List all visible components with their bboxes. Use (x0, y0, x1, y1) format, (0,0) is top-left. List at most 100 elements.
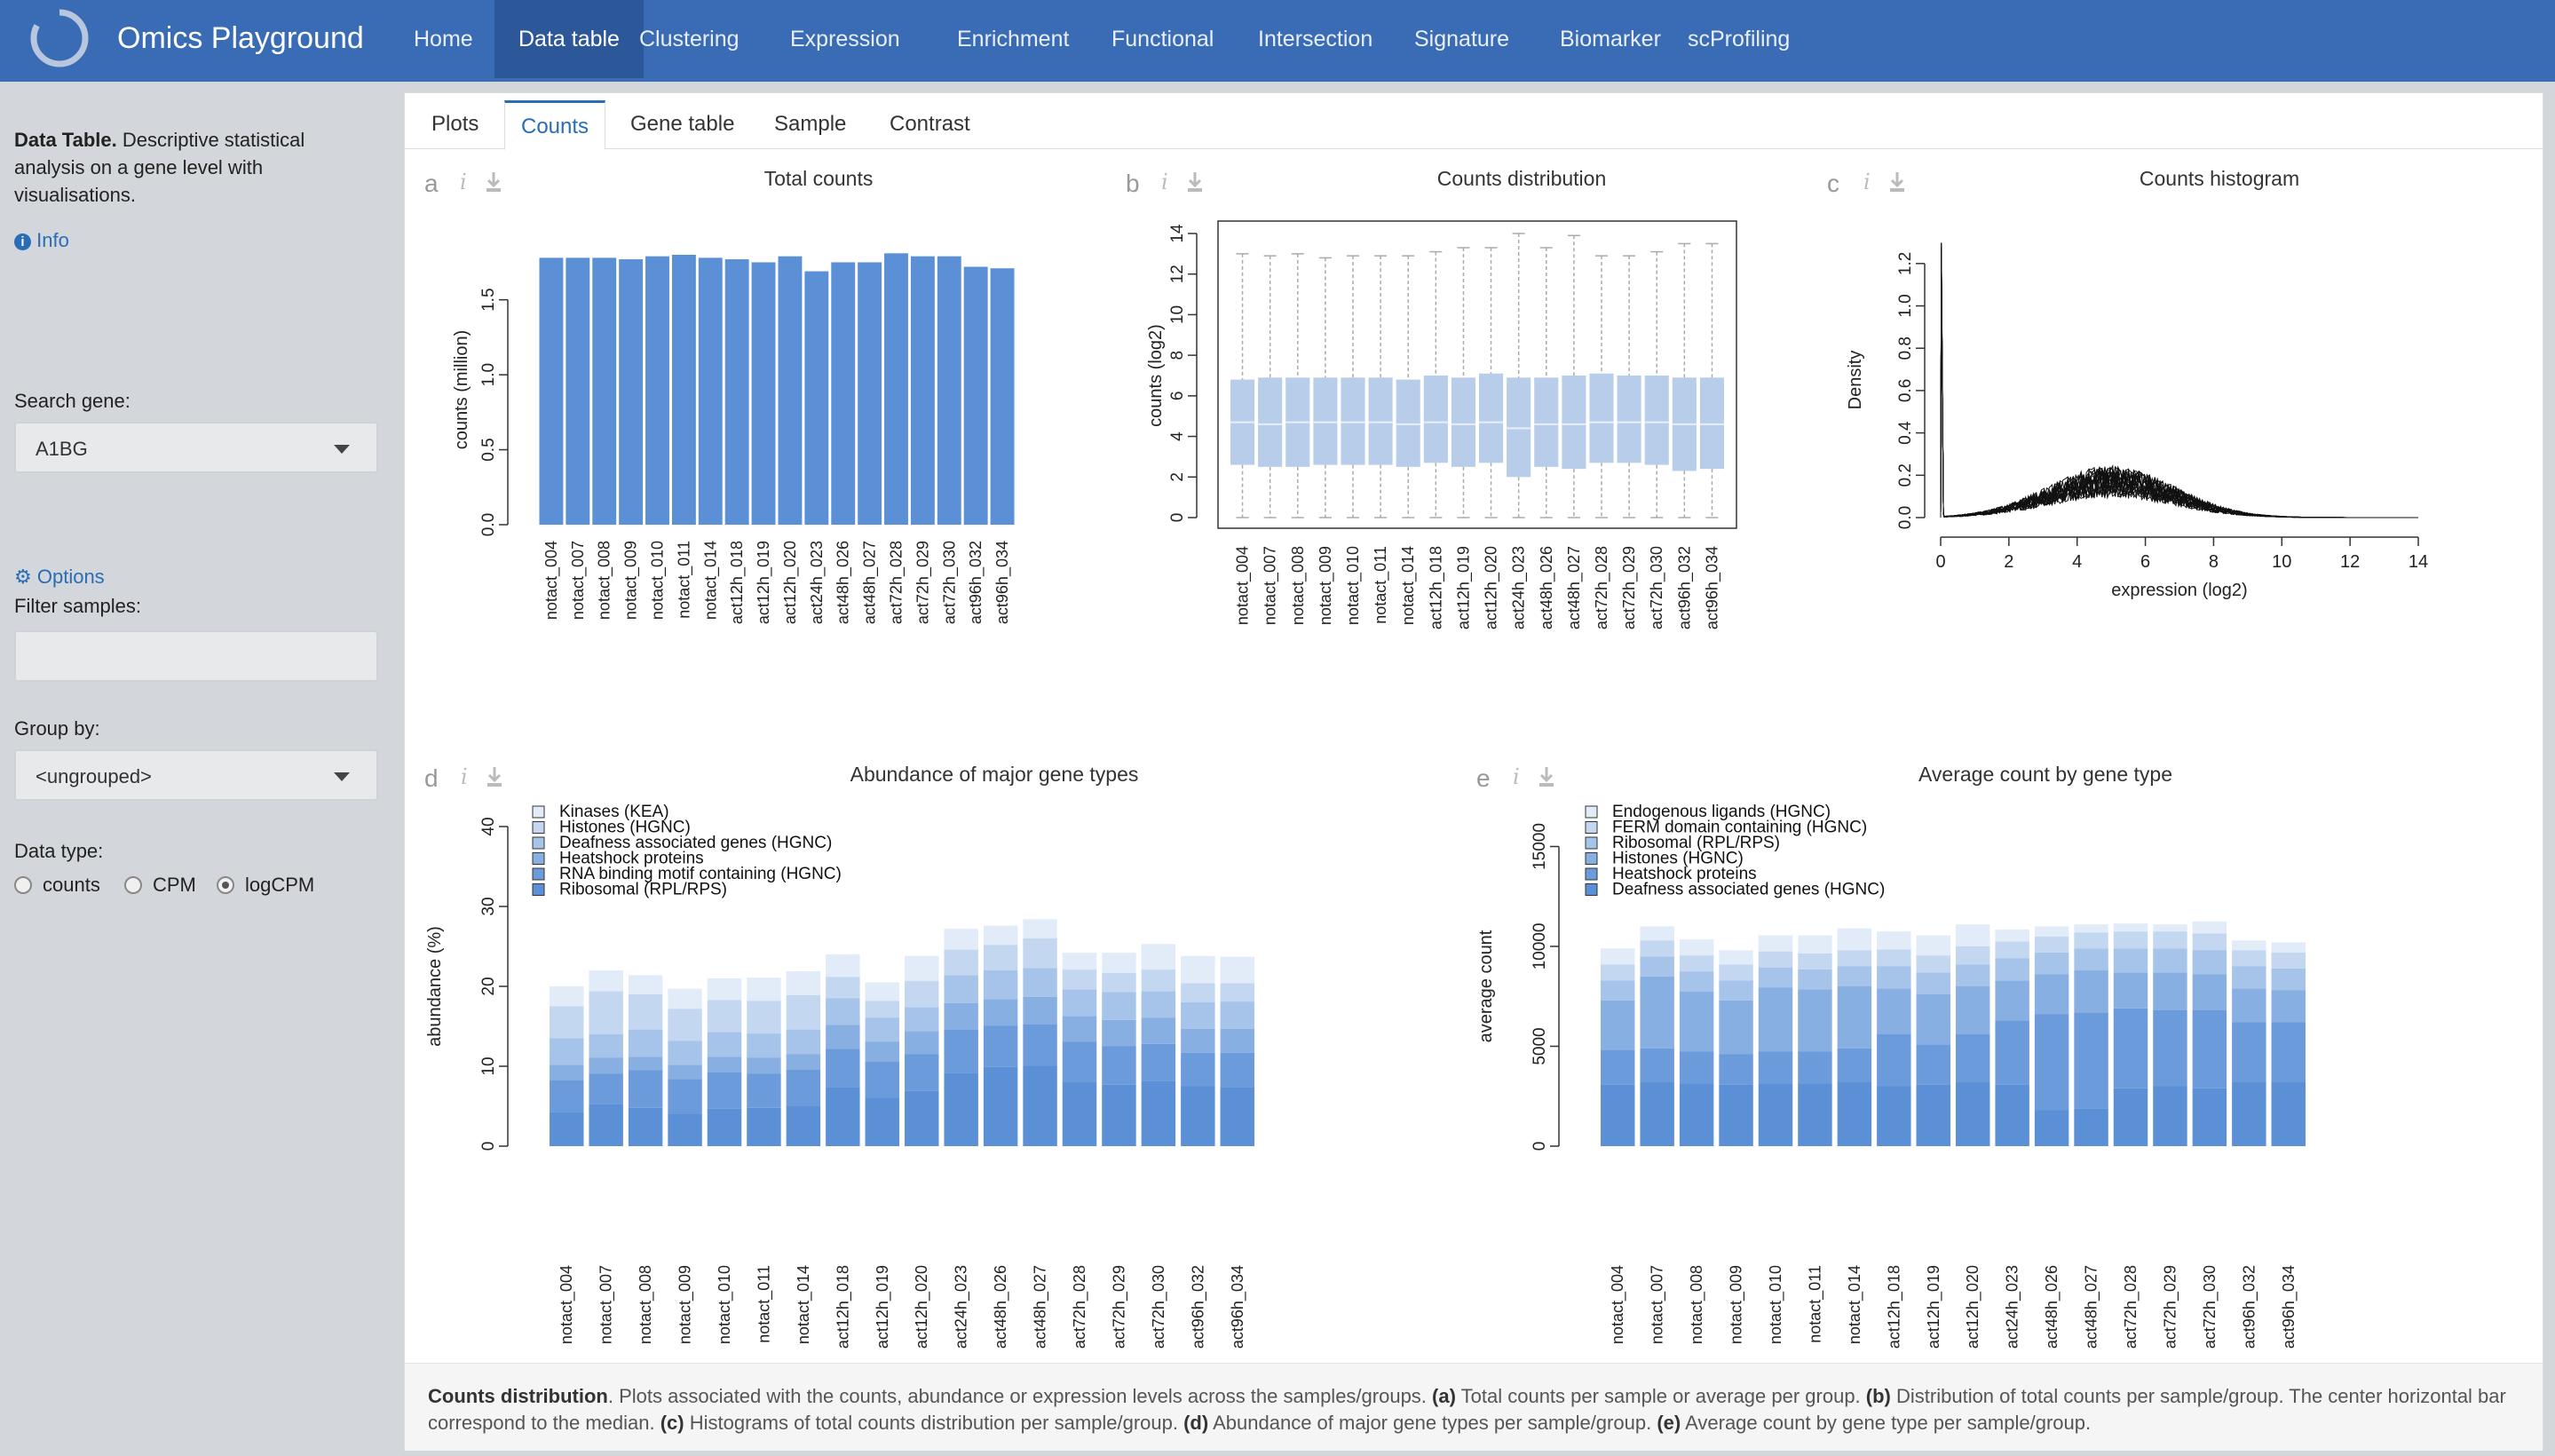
download-icon[interactable] (1188, 172, 1202, 192)
avg-count-by-gene-type-bar-segment (2232, 1022, 2266, 1082)
radio-circle[interactable] (124, 876, 142, 894)
gene-type-abundance-bar-segment (628, 975, 663, 994)
avg-count-by-gene-type-bar-segment (1995, 1084, 2029, 1146)
gene-type-abundance-bar-segment (1062, 1016, 1097, 1042)
counts-histogram-x-tick-label: 10 (2272, 552, 2291, 572)
search-gene-select[interactable]: A1BG (14, 422, 378, 473)
group-by-label: Group by: (14, 717, 100, 740)
counts-distribution-x-tick-label: act24h_023 (1510, 546, 1529, 629)
boxplot-box (1313, 377, 1338, 465)
nav-item-home[interactable]: Home (414, 27, 473, 51)
counts-histogram-x-tick-label: 2 (2004, 552, 2013, 572)
avg-count-by-gene-type-bar-segment (2034, 936, 2069, 953)
counts-histogram-line (1940, 242, 2418, 518)
group-by-select[interactable]: <ungrouped> (14, 749, 378, 801)
total-counts-bar (645, 256, 669, 525)
nav-item-scprofiling[interactable]: scProfiling (1688, 27, 1791, 51)
gene-type-abundance-x-tick-label: act24h_023 (953, 1265, 971, 1349)
caption-tag-b: (b) (1865, 1385, 1891, 1407)
filter-samples-input[interactable] (14, 630, 378, 682)
app-title[interactable]: Omics Playground (117, 21, 364, 55)
avg-count-by-gene-type-bar-segment (1956, 964, 1990, 986)
avg-count-by-gene-type-bar-segment (2034, 1014, 2069, 1111)
avg-count-by-gene-type-bar-segment (1719, 1084, 1753, 1146)
avg-count-by-gene-type-bar-segment (1837, 950, 1872, 967)
download-icon[interactable] (487, 767, 502, 787)
nav-item-intersection[interactable]: Intersection (1258, 27, 1373, 51)
download-icon[interactable] (486, 172, 501, 192)
counts-distribution-x-tick-label: notact_008 (1289, 546, 1308, 625)
total-counts-y-axis-label: counts (million) (452, 330, 471, 449)
nav-item-signature[interactable]: Signature (1414, 27, 1510, 51)
counts-distribution-x-tick-label: act96h_032 (1675, 546, 1694, 629)
avg-count-by-gene-type-bar-segment (1601, 1084, 1635, 1146)
gene-type-abundance-bar-segment (905, 1054, 939, 1091)
gene-type-abundance-bar-segment (944, 1072, 978, 1146)
avg-count-by-gene-type-bar-segment (1719, 964, 1753, 981)
gene-type-abundance-bar-segment (589, 1104, 623, 1146)
avg-count-by-gene-type-bar-segment (1877, 1034, 1911, 1087)
tab-sample[interactable]: Sample (774, 112, 847, 136)
app-logo-icon[interactable] (28, 7, 91, 69)
total-counts-x-tick-label: notact_010 (649, 541, 668, 620)
nav-item-clustering[interactable]: Clustering (639, 27, 740, 51)
radio-label: counts (43, 874, 100, 896)
nav-item-data-table[interactable]: Data table (494, 0, 644, 78)
chart-title: Total counts (764, 167, 874, 190)
counts-distribution-x-tick-label: notact_009 (1317, 546, 1335, 625)
avg-count-by-gene-type-bar-segment (2271, 1082, 2306, 1146)
radio-circle[interactable] (217, 876, 234, 894)
gene-type-abundance-legend-label: Deafness associated genes (HGNC) (559, 834, 832, 852)
boxplot-box (1589, 373, 1614, 463)
gene-type-abundance-x-tick-label: act48h_026 (992, 1265, 1010, 1349)
caption-intro: . Plots associated with the counts, abun… (607, 1385, 1433, 1407)
gene-type-abundance-bar-segment (983, 925, 1018, 946)
avg-count-by-gene-type-bar-segment (1640, 976, 1674, 1048)
gene-type-abundance-bar-segment (1102, 953, 1136, 973)
tab-gene-table[interactable]: Gene table (630, 112, 735, 136)
download-icon-part (486, 172, 501, 188)
tab-counts[interactable]: Counts (504, 100, 606, 150)
caption-a: Total counts per sample or average per g… (1455, 1385, 1866, 1407)
gene-type-abundance-bar-segment (550, 1064, 584, 1080)
gene-type-abundance-bar-segment (1181, 1002, 1215, 1029)
tab-plots[interactable]: Plots (431, 112, 479, 136)
avg-count-by-gene-type-bar-segment (1916, 955, 1950, 973)
total-counts-bar (751, 262, 776, 525)
counts-histogram-x-tick-label: 12 (2340, 552, 2360, 572)
panel-letter-d: d (424, 764, 439, 792)
avg-count-by-gene-type-bar-segment (2153, 924, 2187, 932)
avg-count-by-gene-type-bar-segment (1877, 966, 1911, 989)
counts-distribution-y-tick-label: 12 (1168, 265, 1187, 283)
gene-type-abundance-bar-segment (826, 977, 860, 999)
avg-count-by-gene-type-bar-segment (2113, 923, 2148, 932)
nav-item-expression[interactable]: Expression (790, 27, 900, 51)
gene-type-abundance-x-tick-label: notact_004 (558, 1265, 576, 1344)
avg-count-by-gene-type-bar-segment (1916, 972, 1950, 994)
data-type-radio-logcpm[interactable]: logCPM (217, 874, 314, 897)
gene-type-abundance-x-tick-label: act12h_019 (874, 1265, 892, 1349)
avg-count-by-gene-type-bar-segment (1679, 939, 1714, 956)
radio-label: CPM (153, 874, 196, 896)
gene-type-abundance-bar-segment (826, 1048, 860, 1088)
data-type-radio-cpm[interactable]: CPM (124, 874, 196, 897)
radio-circle[interactable] (14, 876, 32, 894)
module-description-title: Data Table. (14, 129, 117, 151)
download-icon[interactable] (1890, 172, 1904, 192)
nav-item-enrichment[interactable]: Enrichment (957, 27, 1070, 51)
tab-contrast[interactable]: Contrast (890, 112, 970, 136)
counts-histogram-line (1940, 257, 2418, 518)
avg-count-by-gene-type-bar-segment (2232, 988, 2266, 1023)
nav-item-biomarker[interactable]: Biomarker (1560, 27, 1661, 51)
nav-item-functional[interactable]: Functional (1111, 27, 1214, 51)
panel-letter-e: e (1476, 764, 1491, 792)
info-link[interactable]: i Info (14, 229, 69, 252)
gene-type-abundance-bar-segment (550, 1112, 584, 1146)
data-type-radio-counts[interactable]: counts (14, 874, 100, 897)
avg-count-by-gene-type-bar-segment (1640, 1082, 1674, 1146)
counts-distribution-y-tick-label: 8 (1168, 351, 1187, 360)
total-counts-bar (804, 271, 829, 525)
download-icon[interactable] (1539, 767, 1554, 787)
options-toggle[interactable]: ⚙ Options (14, 566, 105, 589)
avg-count-by-gene-type-bar-segment (2232, 950, 2266, 967)
